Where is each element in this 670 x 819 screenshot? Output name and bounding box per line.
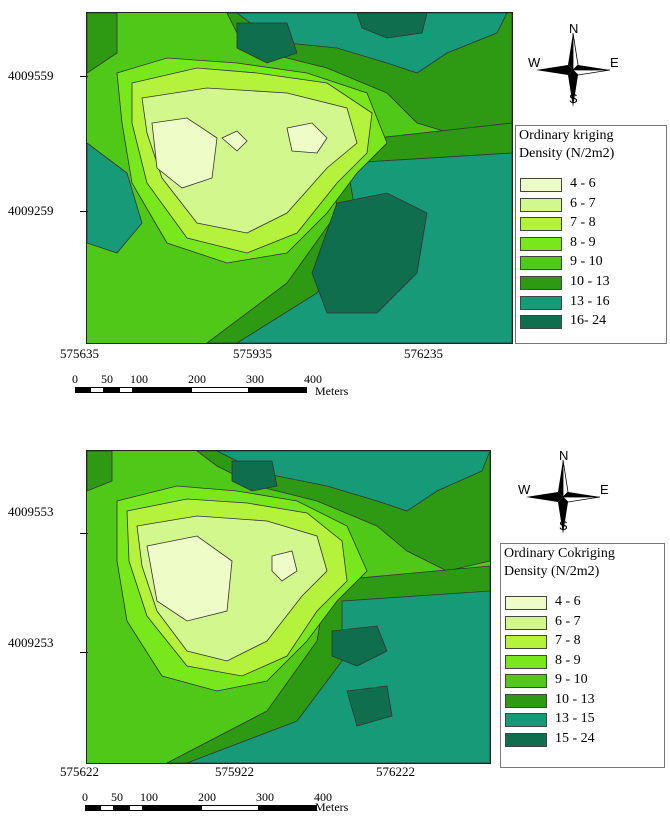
map-panel-cokriging: 4009553 4009253 575622 575922 576222 N S… bbox=[0, 405, 670, 819]
y-tick-mark bbox=[80, 533, 88, 534]
compass-e: E bbox=[610, 55, 619, 70]
legend-label: 9 - 10 bbox=[555, 672, 588, 687]
compass-w: W bbox=[518, 482, 531, 497]
scale-tick-label: 300 bbox=[256, 790, 274, 804]
density-map bbox=[86, 450, 491, 764]
scale-segment bbox=[85, 805, 100, 811]
legend-label: 10 - 13 bbox=[555, 691, 595, 707]
legend-label: 6 - 7 bbox=[555, 613, 581, 629]
legend-label: 6 - 7 bbox=[570, 195, 596, 211]
legend-swatch bbox=[520, 178, 562, 192]
scale-tick-label: 0 bbox=[82, 790, 88, 804]
contour-surface bbox=[87, 451, 490, 763]
legend-label: 7 - 8 bbox=[555, 633, 581, 648]
y-tick-label: 4009253 bbox=[8, 635, 54, 650]
legend: Ordinary Cokriging Density (N/2m2) 4 - 6… bbox=[500, 543, 665, 768]
legend-label: 15 - 24 bbox=[555, 730, 595, 746]
scale-segment bbox=[89, 387, 104, 393]
legend-swatch bbox=[520, 197, 562, 212]
scale-tick-label: 200 bbox=[198, 790, 216, 804]
scale-bar: 0 50 100 200 300 400 Meters bbox=[72, 372, 375, 402]
legend-subtitle: Density (N/2m2) bbox=[504, 564, 600, 579]
legend-swatch bbox=[520, 315, 562, 330]
y-tick-mark bbox=[80, 76, 88, 77]
y-tick-label: 4009559 bbox=[8, 68, 54, 83]
scale-tick-label: 100 bbox=[130, 372, 148, 386]
legend-title: Ordinary Cokriging bbox=[504, 546, 615, 561]
scale-unit: Meters bbox=[315, 384, 349, 398]
scale-segment bbox=[118, 387, 133, 393]
scale-segment bbox=[104, 387, 119, 393]
scale-tick-label: 100 bbox=[140, 790, 158, 804]
x-tick-label: 575622 bbox=[60, 764, 99, 779]
legend-label: 4 - 6 bbox=[555, 594, 581, 609]
scale-segment bbox=[75, 387, 90, 393]
x-tick-label: 575935 bbox=[233, 346, 272, 361]
scale-tick-label: 0 bbox=[72, 372, 78, 386]
scale-bar: 0 50 100 200 300 400 Meters bbox=[82, 790, 385, 818]
legend-label: 13 - 15 bbox=[555, 711, 595, 726]
y-tick-label: 4009553 bbox=[8, 504, 54, 519]
legend-swatch bbox=[505, 732, 547, 747]
legend-swatch bbox=[505, 615, 547, 630]
scale-segment bbox=[114, 805, 129, 811]
scale-segment bbox=[259, 805, 317, 811]
legend-label: 16- 24 bbox=[570, 313, 607, 329]
north-arrow-icon: N S W E bbox=[528, 21, 619, 115]
scale-tick-label: 200 bbox=[188, 372, 206, 386]
scale-tick-label: 50 bbox=[111, 790, 123, 804]
compass-s: S bbox=[559, 518, 568, 533]
map-panel-kriging: 4009559 4009259 575635 575935 576235 N S… bbox=[0, 0, 670, 405]
legend-swatch bbox=[505, 635, 547, 649]
legend-swatch bbox=[505, 713, 547, 727]
scale-segment bbox=[99, 805, 114, 811]
legend-title: Ordinary kriging bbox=[519, 128, 614, 143]
y-tick-mark bbox=[80, 652, 88, 653]
x-tick-label: 576235 bbox=[404, 346, 443, 361]
legend-label: 8 - 9 bbox=[570, 234, 596, 250]
compass-n: N bbox=[569, 21, 579, 36]
x-tick-label: 576222 bbox=[376, 764, 415, 779]
scale-segment bbox=[191, 387, 249, 393]
compass-n: N bbox=[559, 448, 569, 463]
north-arrow-icon: N S W E bbox=[518, 448, 609, 542]
legend-label: 8 - 9 bbox=[555, 652, 581, 668]
y-tick-label: 4009259 bbox=[8, 203, 54, 218]
compass-s: S bbox=[569, 91, 578, 106]
legend-swatch bbox=[505, 693, 547, 708]
density-map bbox=[86, 12, 513, 344]
scale-segment bbox=[201, 805, 259, 811]
contour-surface bbox=[87, 13, 512, 343]
scale-segment bbox=[249, 387, 307, 393]
scale-segment bbox=[128, 805, 143, 811]
legend-subtitle: Density (N/2m2) bbox=[519, 146, 615, 161]
legend-label: 10 - 13 bbox=[570, 274, 610, 289]
legend-label: 4 - 6 bbox=[570, 176, 596, 191]
scale-tick-label: 300 bbox=[246, 372, 264, 386]
scale-tick-label: 50 bbox=[101, 372, 113, 386]
x-tick-label: 575635 bbox=[60, 346, 99, 361]
legend-label: 13 - 16 bbox=[570, 293, 610, 309]
legend-swatch bbox=[520, 217, 562, 232]
x-tick-label: 575922 bbox=[215, 764, 254, 779]
legend: Ordinary kriging Density (N/2m2) 4 - 6 6 … bbox=[515, 125, 667, 344]
legend-swatch bbox=[520, 276, 562, 290]
legend-swatch bbox=[505, 596, 547, 610]
legend-swatch bbox=[520, 236, 562, 251]
scale-segment bbox=[133, 387, 191, 393]
compass-w: W bbox=[528, 55, 541, 70]
y-tick-mark bbox=[80, 211, 88, 212]
legend-swatch bbox=[505, 654, 547, 669]
scale-tick-label: 400 bbox=[304, 372, 322, 386]
scale-unit: Meters bbox=[315, 800, 349, 814]
scale-tick-label: 400 bbox=[314, 790, 332, 804]
legend-label: 9 - 10 bbox=[570, 254, 603, 270]
compass-e: E bbox=[600, 482, 609, 497]
scale-segment bbox=[143, 805, 201, 811]
legend-swatch bbox=[520, 256, 562, 271]
legend-swatch bbox=[505, 674, 547, 688]
legend-label: 7 - 8 bbox=[570, 215, 596, 231]
legend-swatch bbox=[520, 295, 562, 310]
